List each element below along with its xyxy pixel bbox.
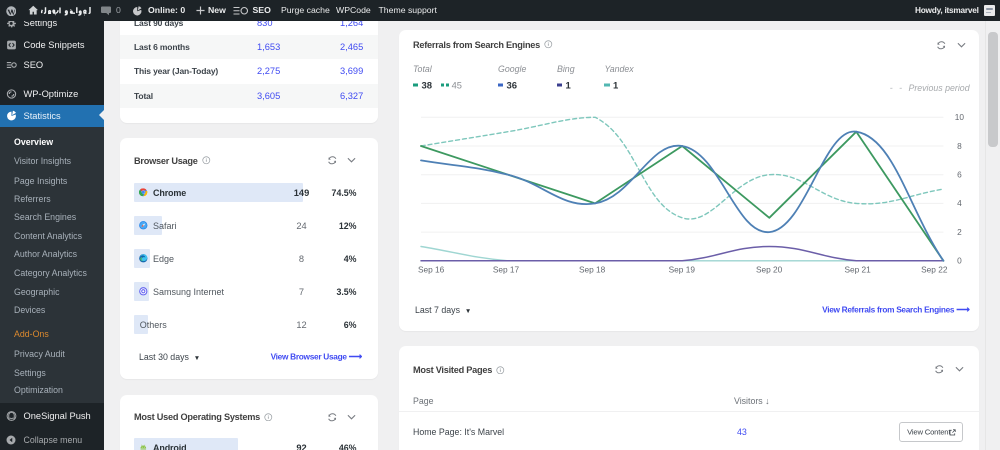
svg-text:8: 8 [957,141,962,151]
svg-text:Sep 20: Sep 20 [756,264,783,274]
svg-text:4: 4 [957,198,962,208]
svg-text:10: 10 [954,112,964,122]
svg-text:Sep 17: Sep 17 [492,264,519,274]
svg-text:2: 2 [957,227,962,237]
svg-text:Sep 18: Sep 18 [579,264,606,274]
svg-text:Sep 16: Sep 16 [418,264,445,274]
svg-text:Sep 19: Sep 19 [668,264,695,274]
svg-text:6: 6 [957,170,962,180]
svg-text:0: 0 [957,256,962,266]
svg-text:Sep 22: Sep 22 [921,264,948,274]
svg-text:Sep 21: Sep 21 [844,264,871,274]
